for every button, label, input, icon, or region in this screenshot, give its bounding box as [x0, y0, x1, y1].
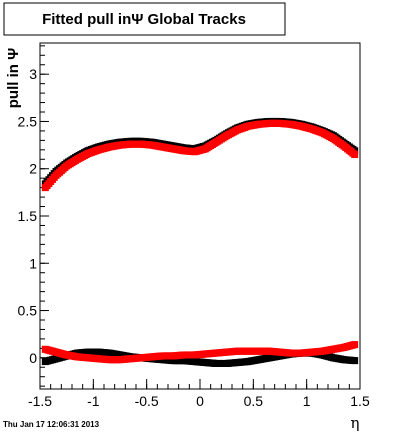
- data-point: [351, 341, 359, 349]
- y-tick-label: 2.5: [18, 113, 38, 129]
- x-tick-label: -1.5: [28, 393, 52, 409]
- chart-title: Fitted pull inΨ Global Tracks: [42, 11, 246, 28]
- data-point: [351, 151, 359, 159]
- x-tick-label: 1: [303, 393, 311, 409]
- y-tick-label: 0: [29, 350, 37, 366]
- x-tick-label: -0.5: [135, 393, 159, 409]
- x-tick-label: 0.5: [244, 393, 264, 409]
- data-point: [351, 357, 359, 365]
- y-axis-label: pull in Ψ: [5, 48, 22, 108]
- y-tick-label: 3: [29, 66, 37, 82]
- x-axis-label: η: [351, 414, 360, 432]
- title-box: [3, 2, 286, 36]
- y-tick-label: 2: [29, 161, 37, 177]
- x-tick-label: 0: [196, 393, 204, 409]
- x-tick-label: -1: [87, 393, 100, 409]
- y-tick-label: 0.5: [18, 303, 38, 319]
- timestamp: Thu Jan 17 12:06:31 2013: [3, 420, 100, 429]
- plot-area: -1.5 -1 -0.5 0 0.5 1 1.5 0 0.5 1 1.5 2 2.5 3: [18, 42, 370, 409]
- y-tick-label: 1.5: [18, 208, 38, 224]
- x-tick-label: 1.5: [350, 393, 370, 409]
- y-tick-label: 1: [29, 255, 37, 271]
